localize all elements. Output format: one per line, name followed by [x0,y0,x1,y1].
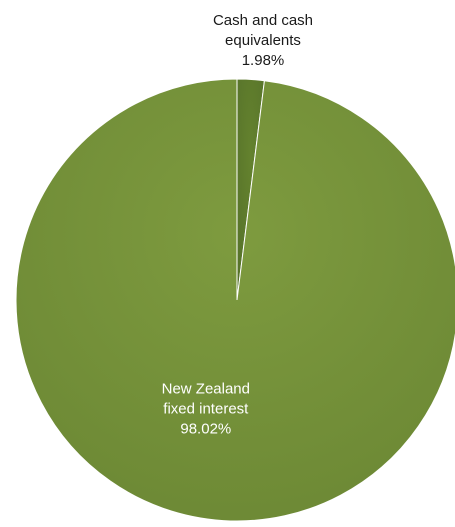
slice-category-label: fixed interest [163,400,249,417]
slice-label: Cash and cash equivalents 1.98% [213,12,313,69]
slice-value-label: 1.98% [242,52,285,69]
slice-category-label: Cash and cash [213,12,313,29]
slice-value-label: 98.02% [180,420,231,437]
pie-slice [15,78,455,522]
slice-category-label: equivalents [225,32,301,49]
slice-label: New Zealand fixed interest 98.02% [162,380,250,437]
slice-category-label: New Zealand [162,380,250,397]
